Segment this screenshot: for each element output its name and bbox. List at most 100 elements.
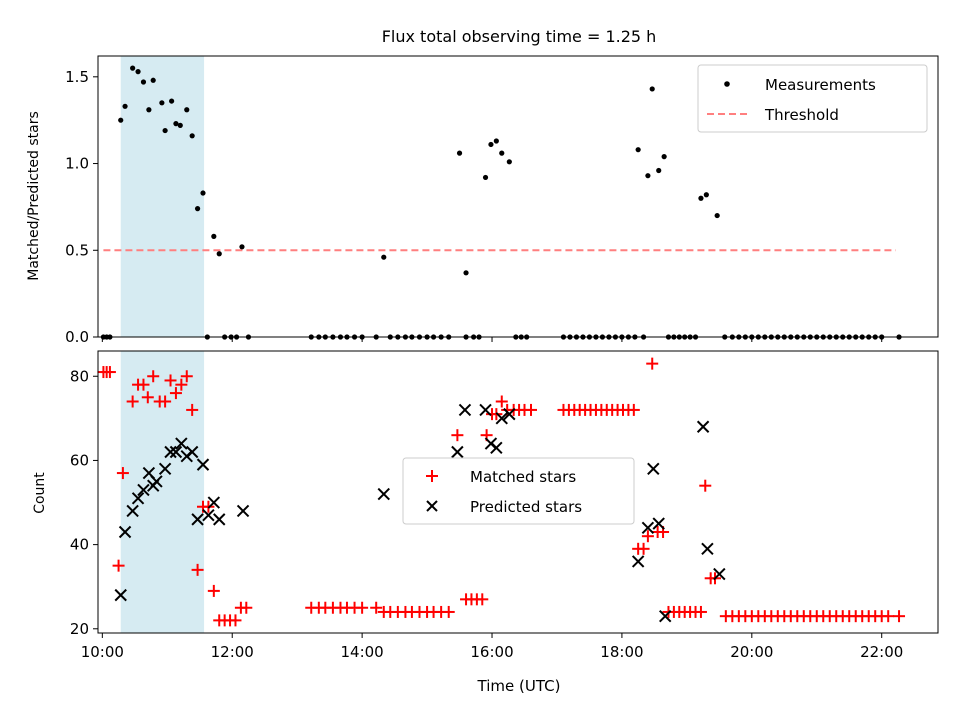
matched-star-point xyxy=(169,387,182,400)
predicted-star-point xyxy=(236,504,250,518)
measurement-point xyxy=(506,159,512,165)
measurement-point xyxy=(661,154,667,160)
matched-star-point xyxy=(882,610,895,623)
count-axes-frame xyxy=(97,350,939,634)
matched-star-point xyxy=(699,479,712,492)
legend-predicted-marker xyxy=(426,500,438,512)
matched-star-point xyxy=(476,593,489,606)
ratio-y-axis-label: Matched/Predicted stars xyxy=(26,111,42,281)
predicted-star-point xyxy=(131,492,145,505)
matched-star-point xyxy=(141,391,154,404)
predicted-star-point xyxy=(713,567,726,581)
predicted-star-point xyxy=(150,475,163,488)
measurement-point xyxy=(656,167,662,174)
count-legend-box xyxy=(402,457,635,525)
predicted-star-point xyxy=(126,504,139,518)
legend-matched-marker xyxy=(426,470,438,482)
matched-star-point xyxy=(126,395,139,408)
measurement-point xyxy=(211,233,217,239)
chart-title: Flux total observing time = 1.25 h xyxy=(382,27,657,46)
predicted-star-point xyxy=(451,445,464,459)
matched-star-point xyxy=(186,403,199,416)
predicted-star-point xyxy=(164,445,177,459)
legend-threshold-label: Threshold xyxy=(764,106,839,124)
measurement-point xyxy=(649,86,655,92)
matched-star-point xyxy=(207,584,220,597)
matched-star-point xyxy=(112,559,125,572)
predicted-star-point xyxy=(175,437,188,450)
predicted-star-point xyxy=(158,462,172,476)
measurement-point xyxy=(169,98,175,104)
count-panel: 20 40 60 80 10:00 12:00 14:00 16:00 18:00 20:00 2… xyxy=(32,350,939,695)
predicted-star-point xyxy=(659,609,672,623)
highlight-region xyxy=(120,56,205,337)
ratio-y-tick-label: 1.0 xyxy=(65,155,89,173)
matched-star-point xyxy=(175,378,188,391)
matched-star-point xyxy=(370,601,383,614)
matched-star-point xyxy=(147,370,160,383)
count-legend: Matched stars Predicted stars xyxy=(402,457,635,525)
matched-star-point xyxy=(164,374,177,387)
count-y-tick-label: 40 xyxy=(70,536,89,554)
matched-star-point xyxy=(240,601,253,614)
predicted-star-point xyxy=(202,508,215,522)
legend-measurements-marker xyxy=(724,81,730,87)
measurement-point xyxy=(173,121,179,127)
matched-star-point xyxy=(103,366,116,379)
measurement-point xyxy=(381,254,387,260)
matched-star-point xyxy=(524,403,537,416)
measurement-point xyxy=(146,107,152,113)
measurement-point xyxy=(493,138,499,144)
measurement-point xyxy=(456,150,463,156)
measurement-point xyxy=(135,69,141,75)
predicted-star-point xyxy=(377,487,390,501)
predicted-star-point xyxy=(207,496,221,509)
measurement-point xyxy=(122,103,128,109)
predicted-star-point xyxy=(503,407,516,421)
matched-star-point xyxy=(637,542,650,555)
predicted-star-point xyxy=(118,525,132,539)
measurement-point xyxy=(463,270,469,276)
matched-star-point xyxy=(137,378,150,391)
predicted-star-point xyxy=(631,555,645,568)
count-y-tick-label: 20 xyxy=(70,620,89,638)
count-y-tick-label: 60 xyxy=(70,451,89,469)
measurement-point xyxy=(184,107,190,113)
x-tick-label: 16:00 xyxy=(470,643,513,661)
predicted-star-point xyxy=(490,441,503,455)
measurement-point xyxy=(239,244,245,250)
measurement-point xyxy=(499,150,505,156)
matched-star-point xyxy=(229,614,242,627)
measurement-point xyxy=(488,141,494,148)
matched-star-point xyxy=(694,605,707,618)
measurement-point xyxy=(482,174,489,181)
measurement-point xyxy=(194,206,201,212)
count-y-tick-label: 80 xyxy=(70,367,89,385)
predicted-star-point xyxy=(479,403,492,417)
matched-star-point xyxy=(893,610,906,623)
matched-star-point xyxy=(646,357,659,370)
matched-star-point xyxy=(627,403,640,416)
predicted-star-point xyxy=(114,588,127,602)
legend-matched-label: Matched stars xyxy=(470,468,576,486)
measurement-point xyxy=(177,122,183,128)
ratio-panel: 0.0 0.5 1.0 1.5 Matched/Predicted stars Mea… xyxy=(26,55,939,346)
x-tick-label: 20:00 xyxy=(730,643,773,661)
matched-star-point xyxy=(180,370,193,383)
measurement-point xyxy=(140,79,147,85)
predicted-star-point xyxy=(458,403,472,417)
measurement-point xyxy=(118,117,124,123)
matched-star-point xyxy=(191,563,204,576)
ratio-y-tick-label: 0.5 xyxy=(65,241,89,259)
predicted-star-point xyxy=(196,458,210,471)
ratio-axes-frame xyxy=(97,55,939,338)
ratio-legend-box xyxy=(697,64,928,133)
matched-star-point xyxy=(159,395,172,408)
measurement-point xyxy=(159,100,165,106)
predicted-star-point xyxy=(495,412,508,425)
x-tick-label: 18:00 xyxy=(600,643,643,661)
matched-star-point xyxy=(495,395,508,408)
predicted-star-point xyxy=(169,445,183,459)
legend-predicted-label: Predicted stars xyxy=(470,498,582,516)
